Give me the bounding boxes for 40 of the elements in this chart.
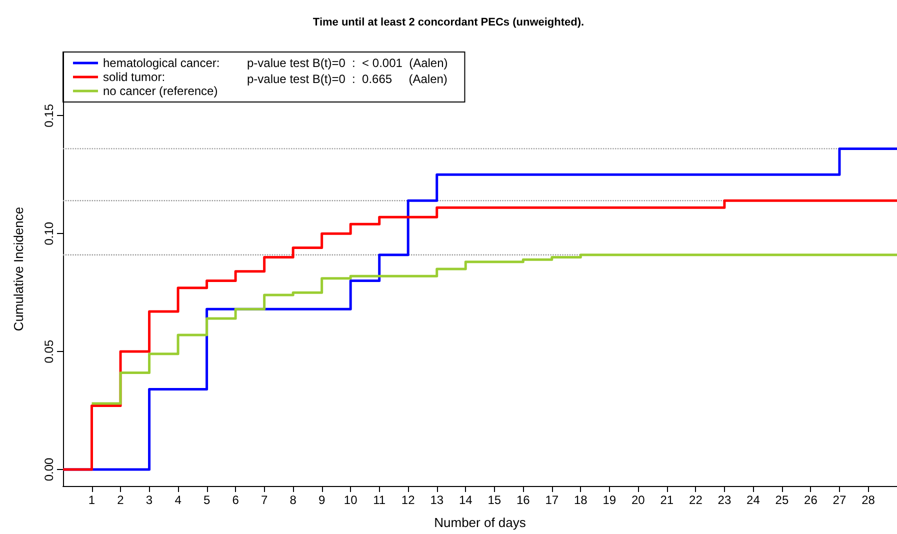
x-tick-label: 9	[318, 493, 326, 507]
x-tick-label: 1	[88, 493, 96, 507]
x-tick-label: 14	[458, 493, 473, 507]
x-tick-label: 11	[373, 493, 386, 507]
x-tick-label: 8	[290, 493, 297, 507]
x-tick-label: 21	[660, 493, 674, 507]
chart-title: Time until at least 2 concordant PECs (unweighted).	[312, 16, 584, 28]
y-tick-label: 0.05	[42, 340, 56, 364]
x-tick-label: 2	[117, 493, 124, 507]
annotation: p-value test B(t)=0 : 0.665 (Aalen)	[247, 72, 448, 86]
x-tick-label: 16	[516, 493, 530, 507]
x-tick-label: 28	[862, 493, 876, 507]
annotation: p-value test B(t)=0 : < 0.001 (Aalen)	[247, 56, 448, 70]
x-tick-label: 4	[174, 493, 182, 507]
x-tick-label: 10	[344, 493, 358, 507]
y-tick-label: 0.10	[42, 222, 56, 246]
x-tick-label: 24	[746, 493, 760, 507]
x-tick-label: 7	[260, 493, 268, 507]
x-tick-label: 20	[631, 493, 646, 507]
x-tick-label: 6	[232, 493, 240, 507]
x-tick-label: 27	[832, 493, 846, 507]
x-tick-label: 17	[545, 493, 559, 507]
x-tick-label: 23	[718, 493, 732, 507]
x-tick-label: 26	[804, 493, 818, 507]
x-tick-label: 18	[574, 493, 588, 507]
legend-label: hematological cancer:	[103, 56, 220, 70]
x-tick-label: 5	[203, 493, 210, 507]
legend-label: solid tumor:	[103, 70, 166, 84]
y-axis-title: Cumulative Incidence	[11, 206, 26, 332]
x-tick-label: 22	[689, 493, 703, 507]
x-tick-label: 3	[146, 493, 153, 507]
x-tick-label: 13	[430, 493, 444, 507]
x-tick-label: 12	[401, 493, 416, 507]
x-tick-label: 15	[488, 493, 502, 507]
y-tick-label: 0.00	[42, 457, 56, 482]
legend-label: no cancer (reference)	[103, 84, 218, 98]
x-axis-title: Number of days	[434, 515, 526, 530]
y-tick-label: 0.15	[42, 104, 56, 128]
x-tick-label: 25	[775, 493, 789, 507]
x-tick-label: 19	[602, 493, 616, 507]
